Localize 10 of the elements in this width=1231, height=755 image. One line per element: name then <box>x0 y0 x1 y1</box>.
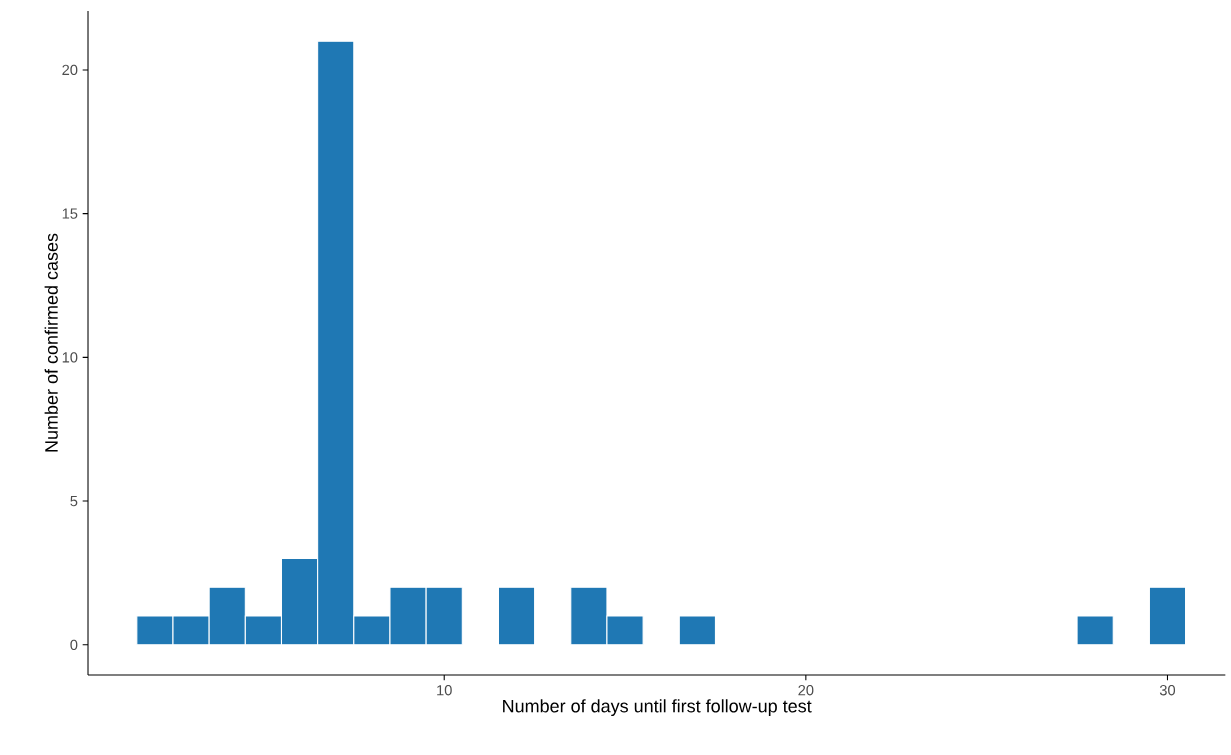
y-tick-label: 5 <box>70 495 78 507</box>
x-tick-label: 20 <box>798 685 814 696</box>
x-axis-title: Number of days until first follow-up test <box>503 699 812 717</box>
y-tick-label: 15 <box>62 208 78 219</box>
x-tick-label: 10 <box>437 685 452 696</box>
x-tick-label: 30 <box>1159 685 1176 696</box>
y-tick-label: 0 <box>70 639 78 650</box>
y-axis-title: Number of confirmed cases <box>44 233 58 452</box>
y-tick-label: 10 <box>62 352 78 363</box>
y-tick-label: 20 <box>62 64 78 76</box>
